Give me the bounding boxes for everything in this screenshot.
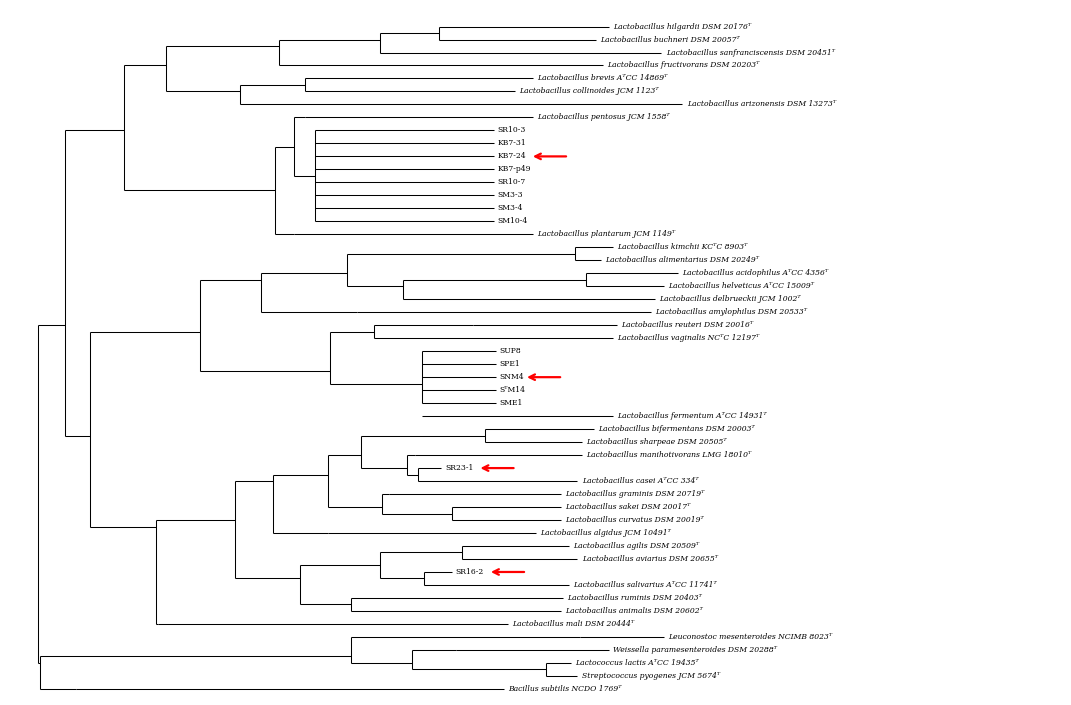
Text: Lactobacillus delbrueckii JCM 1002ᵀ: Lactobacillus delbrueckii JCM 1002ᵀ	[660, 295, 801, 303]
Text: Lactobacillus sharpeae DSM 20505ᵀ: Lactobacillus sharpeae DSM 20505ᵀ	[586, 438, 726, 446]
Text: Lactobacillus brevis AᵀCC 14869ᵀ: Lactobacillus brevis AᵀCC 14869ᵀ	[538, 75, 668, 82]
Text: Lactobacillus casei AᵀCC 334ᵀ: Lactobacillus casei AᵀCC 334ᵀ	[582, 477, 698, 485]
Text: SᵀM14: SᵀM14	[500, 386, 526, 394]
Text: Lactobacillus vaginalis NCᵀC 12197ᵀ: Lactobacillus vaginalis NCᵀC 12197ᵀ	[617, 334, 759, 342]
Text: Lactobacillus graminis DSM 20719ᵀ: Lactobacillus graminis DSM 20719ᵀ	[564, 490, 705, 498]
Text: Weissella paramesenteroides DSM 20288ᵀ: Weissella paramesenteroides DSM 20288ᵀ	[614, 646, 778, 654]
Text: Streptococcus pyogenes JCM 5674ᵀ: Streptococcus pyogenes JCM 5674ᵀ	[582, 672, 720, 680]
Text: SR10-3: SR10-3	[498, 126, 526, 135]
Text: Lactobacillus agilis DSM 20509ᵀ: Lactobacillus agilis DSM 20509ᵀ	[573, 542, 699, 550]
Text: SM3-3: SM3-3	[498, 191, 524, 200]
Text: Lactobacillus kimchii KCᵀC 8903ᵀ: Lactobacillus kimchii KCᵀC 8903ᵀ	[617, 243, 748, 251]
Text: Lactobacillus manihotivorans LMG 18010ᵀ: Lactobacillus manihotivorans LMG 18010ᵀ	[586, 451, 751, 459]
Text: KB7-24: KB7-24	[498, 152, 526, 161]
Text: SR23-1: SR23-1	[446, 464, 473, 472]
Text: Lactobacillus pentosus JCM 1558ᵀ: Lactobacillus pentosus JCM 1558ᵀ	[538, 114, 670, 121]
Text: Lactobacillus algidus JCM 10491ᵀ: Lactobacillus algidus JCM 10491ᵀ	[540, 529, 670, 537]
Text: Lactobacillus buchneri DSM 20057ᵀ: Lactobacillus buchneri DSM 20057ᵀ	[601, 35, 740, 44]
Text: Lactobacillus curvatus DSM 20019ᵀ: Lactobacillus curvatus DSM 20019ᵀ	[564, 516, 704, 524]
Text: Lactobacillus amylophilus DSM 20533ᵀ: Lactobacillus amylophilus DSM 20533ᵀ	[655, 308, 808, 317]
Text: Lactobacillus acidophilus AᵀCC 4356ᵀ: Lactobacillus acidophilus AᵀCC 4356ᵀ	[682, 269, 829, 277]
Text: SR10-7: SR10-7	[498, 178, 526, 186]
Text: Lactobacillus alimentarius DSM 20249ᵀ: Lactobacillus alimentarius DSM 20249ᵀ	[605, 257, 758, 264]
Text: SME1: SME1	[500, 399, 524, 407]
Text: Leuconostoc mesenteroides NCIMB 8023ᵀ: Leuconostoc mesenteroides NCIMB 8023ᵀ	[667, 633, 832, 641]
Text: Lactobacillus aviarius DSM 20655ᵀ: Lactobacillus aviarius DSM 20655ᵀ	[582, 555, 718, 563]
Text: SM3-4: SM3-4	[498, 204, 524, 212]
Text: SNM4: SNM4	[500, 373, 525, 381]
Text: Lactobacillus arizonensis DSM 13273ᵀ: Lactobacillus arizonensis DSM 13273ᵀ	[687, 100, 835, 109]
Text: Lactobacillus collinoides JCM 1123ᵀ: Lactobacillus collinoides JCM 1123ᵀ	[518, 87, 659, 95]
Text: Lactobacillus sanfranciscensis DSM 20451ᵀ: Lactobacillus sanfranciscensis DSM 20451…	[666, 49, 834, 56]
Text: Lactobacillus fructivorans DSM 20203ᵀ: Lactobacillus fructivorans DSM 20203ᵀ	[607, 61, 759, 70]
Text: Lactobacillus ruminis DSM 20403ᵀ: Lactobacillus ruminis DSM 20403ᵀ	[567, 594, 702, 602]
Text: Bacillus subtilis NCDO 1769ᵀ: Bacillus subtilis NCDO 1769ᵀ	[509, 685, 621, 693]
Text: Lactobacillus bifermentans DSM 20003ᵀ: Lactobacillus bifermentans DSM 20003ᵀ	[599, 425, 755, 433]
Text: SM10-4: SM10-4	[498, 217, 528, 226]
Text: Lactobacillus hilgardii DSM 20176ᵀ: Lactobacillus hilgardii DSM 20176ᵀ	[614, 23, 751, 30]
Text: Lactobacillus plantarum JCM 1149ᵀ: Lactobacillus plantarum JCM 1149ᵀ	[538, 231, 676, 238]
Text: SR16-2: SR16-2	[456, 568, 484, 576]
Text: Lactobacillus animalis DSM 20602ᵀ: Lactobacillus animalis DSM 20602ᵀ	[564, 607, 703, 615]
Text: Lactobacillus salivarius AᵀCC 11741ᵀ: Lactobacillus salivarius AᵀCC 11741ᵀ	[573, 581, 718, 589]
Text: Lactobacillus reuteri DSM 20016ᵀ: Lactobacillus reuteri DSM 20016ᵀ	[621, 321, 754, 329]
Text: Lactobacillus fermentum AᵀCC 14931ᵀ: Lactobacillus fermentum AᵀCC 14931ᵀ	[617, 412, 767, 420]
Text: SUP8: SUP8	[500, 347, 522, 355]
Text: KB7-31: KB7-31	[498, 140, 527, 147]
Text: Lactobacillus helveticus AᵀCC 15009ᵀ: Lactobacillus helveticus AᵀCC 15009ᵀ	[667, 282, 814, 290]
Text: Lactobacillus mali DSM 20444ᵀ: Lactobacillus mali DSM 20444ᵀ	[512, 620, 634, 628]
Text: Lactobacillus sakei DSM 20017ᵀ: Lactobacillus sakei DSM 20017ᵀ	[564, 503, 691, 511]
Text: SPE1: SPE1	[500, 360, 521, 368]
Text: Lactococcus lactis AᵀCC 19435ᵀ: Lactococcus lactis AᵀCC 19435ᵀ	[575, 659, 699, 667]
Text: KB7-p49: KB7-p49	[498, 166, 531, 173]
